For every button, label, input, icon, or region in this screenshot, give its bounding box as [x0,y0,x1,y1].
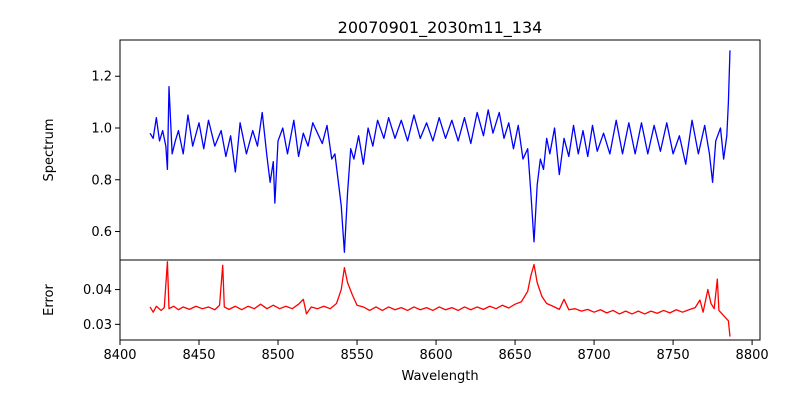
x-tick-label: 8500 [261,348,294,363]
error-y-axis-label: Error [42,284,57,316]
x-tick-label: 8550 [340,348,373,363]
error-lines [149,261,731,337]
error-panel: 0.03 0.04 8400 8450 8500 8550 8600 8650 8700 8750… [42,259,769,384]
error-series-line [149,261,731,337]
error-y-tick-label: 0.04 [83,283,112,298]
spectrum-y-tick-label: 1.0 [91,122,112,137]
x-tick-label: 8700 [578,348,611,363]
x-tick-label: 8800 [736,348,769,363]
x-tick-label: 8650 [499,348,532,363]
spectrum-series-line [149,50,731,253]
spectrum-panel: 0.6 0.8 1.0 1.2 Spectrum [42,39,761,261]
spectrum-lines [149,50,731,253]
x-axis-label: Wavelength [401,369,478,384]
x-tick-label: 8600 [420,348,453,363]
spectrum-y-ticks: 0.6 0.8 1.0 1.2 [91,70,120,240]
x-tick-label: 8750 [657,348,690,363]
x-tick-label: 8450 [182,348,215,363]
spectrum-y-axis-label: Spectrum [42,119,57,182]
spectrum-y-tick-label: 0.8 [91,173,112,188]
error-ticks: 0.03 0.04 8400 8450 8500 8550 8600 8650 8700 8750… [83,283,769,363]
spectrum-y-tick-label: 0.6 [91,225,112,240]
chart-title: 20070901_2030m11_134 [338,18,543,38]
x-tick-label: 8400 [103,348,136,363]
spectrum-y-tick-label: 1.2 [91,70,112,85]
error-y-tick-label: 0.03 [83,318,112,333]
error-axes-frame [119,259,761,341]
